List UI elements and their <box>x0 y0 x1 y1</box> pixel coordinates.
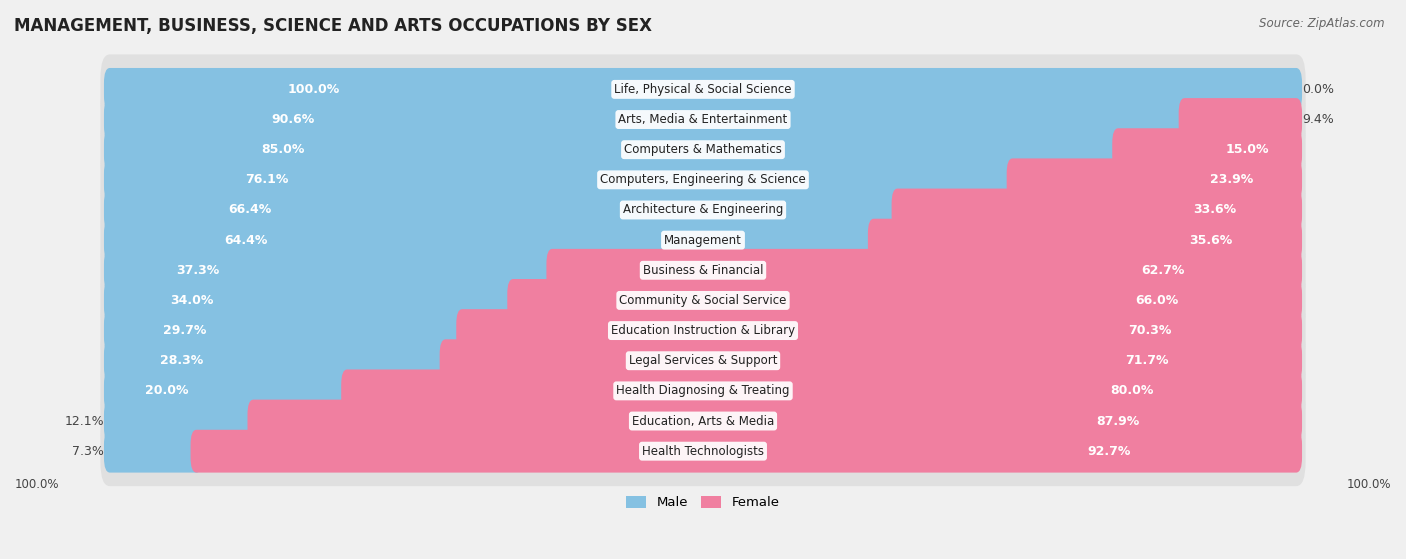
Text: Education, Arts & Media: Education, Arts & Media <box>631 415 775 428</box>
Text: 71.7%: 71.7% <box>1125 354 1168 367</box>
Text: 66.0%: 66.0% <box>1136 294 1178 307</box>
Text: 28.3%: 28.3% <box>160 354 204 367</box>
FancyBboxPatch shape <box>100 386 1306 456</box>
FancyBboxPatch shape <box>104 158 1018 201</box>
FancyBboxPatch shape <box>104 400 259 442</box>
Text: 87.9%: 87.9% <box>1097 415 1140 428</box>
Legend: Male, Female: Male, Female <box>626 496 780 509</box>
FancyBboxPatch shape <box>247 400 1302 442</box>
FancyBboxPatch shape <box>104 369 353 413</box>
Text: 64.4%: 64.4% <box>225 234 269 247</box>
Text: Source: ZipAtlas.com: Source: ZipAtlas.com <box>1260 17 1385 30</box>
Text: Education Instruction & Library: Education Instruction & Library <box>612 324 794 337</box>
FancyBboxPatch shape <box>100 145 1306 215</box>
FancyBboxPatch shape <box>508 279 1302 322</box>
FancyBboxPatch shape <box>100 235 1306 305</box>
Text: 100.0%: 100.0% <box>288 83 340 96</box>
FancyBboxPatch shape <box>104 249 558 292</box>
Text: 62.7%: 62.7% <box>1142 264 1184 277</box>
FancyBboxPatch shape <box>104 309 468 352</box>
Text: 23.9%: 23.9% <box>1211 173 1254 186</box>
FancyBboxPatch shape <box>440 339 1302 382</box>
Text: Community & Social Service: Community & Social Service <box>619 294 787 307</box>
Text: 90.6%: 90.6% <box>271 113 315 126</box>
FancyBboxPatch shape <box>1178 98 1302 141</box>
Text: Business & Financial: Business & Financial <box>643 264 763 277</box>
Text: 9.4%: 9.4% <box>1302 113 1334 126</box>
Text: Legal Services & Support: Legal Services & Support <box>628 354 778 367</box>
Text: Life, Physical & Social Science: Life, Physical & Social Science <box>614 83 792 96</box>
FancyBboxPatch shape <box>104 128 1125 171</box>
FancyBboxPatch shape <box>100 205 1306 275</box>
Text: 85.0%: 85.0% <box>262 143 305 156</box>
Text: 70.3%: 70.3% <box>1128 324 1171 337</box>
FancyBboxPatch shape <box>1007 158 1302 201</box>
FancyBboxPatch shape <box>104 188 904 231</box>
Text: Computers & Mathematics: Computers & Mathematics <box>624 143 782 156</box>
Text: 12.1%: 12.1% <box>65 415 104 428</box>
Text: 0.0%: 0.0% <box>1302 83 1334 96</box>
Text: 66.4%: 66.4% <box>228 203 271 216</box>
Text: 35.6%: 35.6% <box>1189 234 1233 247</box>
FancyBboxPatch shape <box>100 266 1306 335</box>
Text: 29.7%: 29.7% <box>163 324 207 337</box>
Text: MANAGEMENT, BUSINESS, SCIENCE AND ARTS OCCUPATIONS BY SEX: MANAGEMENT, BUSINESS, SCIENCE AND ARTS O… <box>14 17 652 35</box>
FancyBboxPatch shape <box>100 84 1306 154</box>
Text: 100.0%: 100.0% <box>1347 479 1391 491</box>
FancyBboxPatch shape <box>104 68 1302 111</box>
Text: 92.7%: 92.7% <box>1088 444 1132 458</box>
FancyBboxPatch shape <box>104 219 880 262</box>
FancyBboxPatch shape <box>100 296 1306 366</box>
FancyBboxPatch shape <box>104 430 202 472</box>
FancyBboxPatch shape <box>342 369 1302 413</box>
FancyBboxPatch shape <box>100 416 1306 486</box>
FancyBboxPatch shape <box>891 188 1302 231</box>
Text: Management: Management <box>664 234 742 247</box>
FancyBboxPatch shape <box>100 356 1306 426</box>
FancyBboxPatch shape <box>100 54 1306 124</box>
FancyBboxPatch shape <box>191 430 1302 472</box>
Text: 100.0%: 100.0% <box>15 479 59 491</box>
FancyBboxPatch shape <box>457 309 1302 352</box>
FancyBboxPatch shape <box>104 279 519 322</box>
Text: 37.3%: 37.3% <box>176 264 219 277</box>
Text: Health Diagnosing & Treating: Health Diagnosing & Treating <box>616 385 790 397</box>
Text: 20.0%: 20.0% <box>145 385 188 397</box>
FancyBboxPatch shape <box>100 326 1306 396</box>
FancyBboxPatch shape <box>100 115 1306 184</box>
Text: 33.6%: 33.6% <box>1194 203 1236 216</box>
Text: 76.1%: 76.1% <box>245 173 288 186</box>
FancyBboxPatch shape <box>868 219 1302 262</box>
Text: 7.3%: 7.3% <box>72 444 104 458</box>
FancyBboxPatch shape <box>1112 128 1302 171</box>
Text: 15.0%: 15.0% <box>1226 143 1270 156</box>
Text: Health Technologists: Health Technologists <box>643 444 763 458</box>
FancyBboxPatch shape <box>104 339 451 382</box>
Text: Computers, Engineering & Science: Computers, Engineering & Science <box>600 173 806 186</box>
FancyBboxPatch shape <box>100 175 1306 245</box>
FancyBboxPatch shape <box>547 249 1302 292</box>
Text: 80.0%: 80.0% <box>1111 385 1154 397</box>
Text: 34.0%: 34.0% <box>170 294 214 307</box>
Text: Architecture & Engineering: Architecture & Engineering <box>623 203 783 216</box>
FancyBboxPatch shape <box>104 98 1191 141</box>
Text: Arts, Media & Entertainment: Arts, Media & Entertainment <box>619 113 787 126</box>
